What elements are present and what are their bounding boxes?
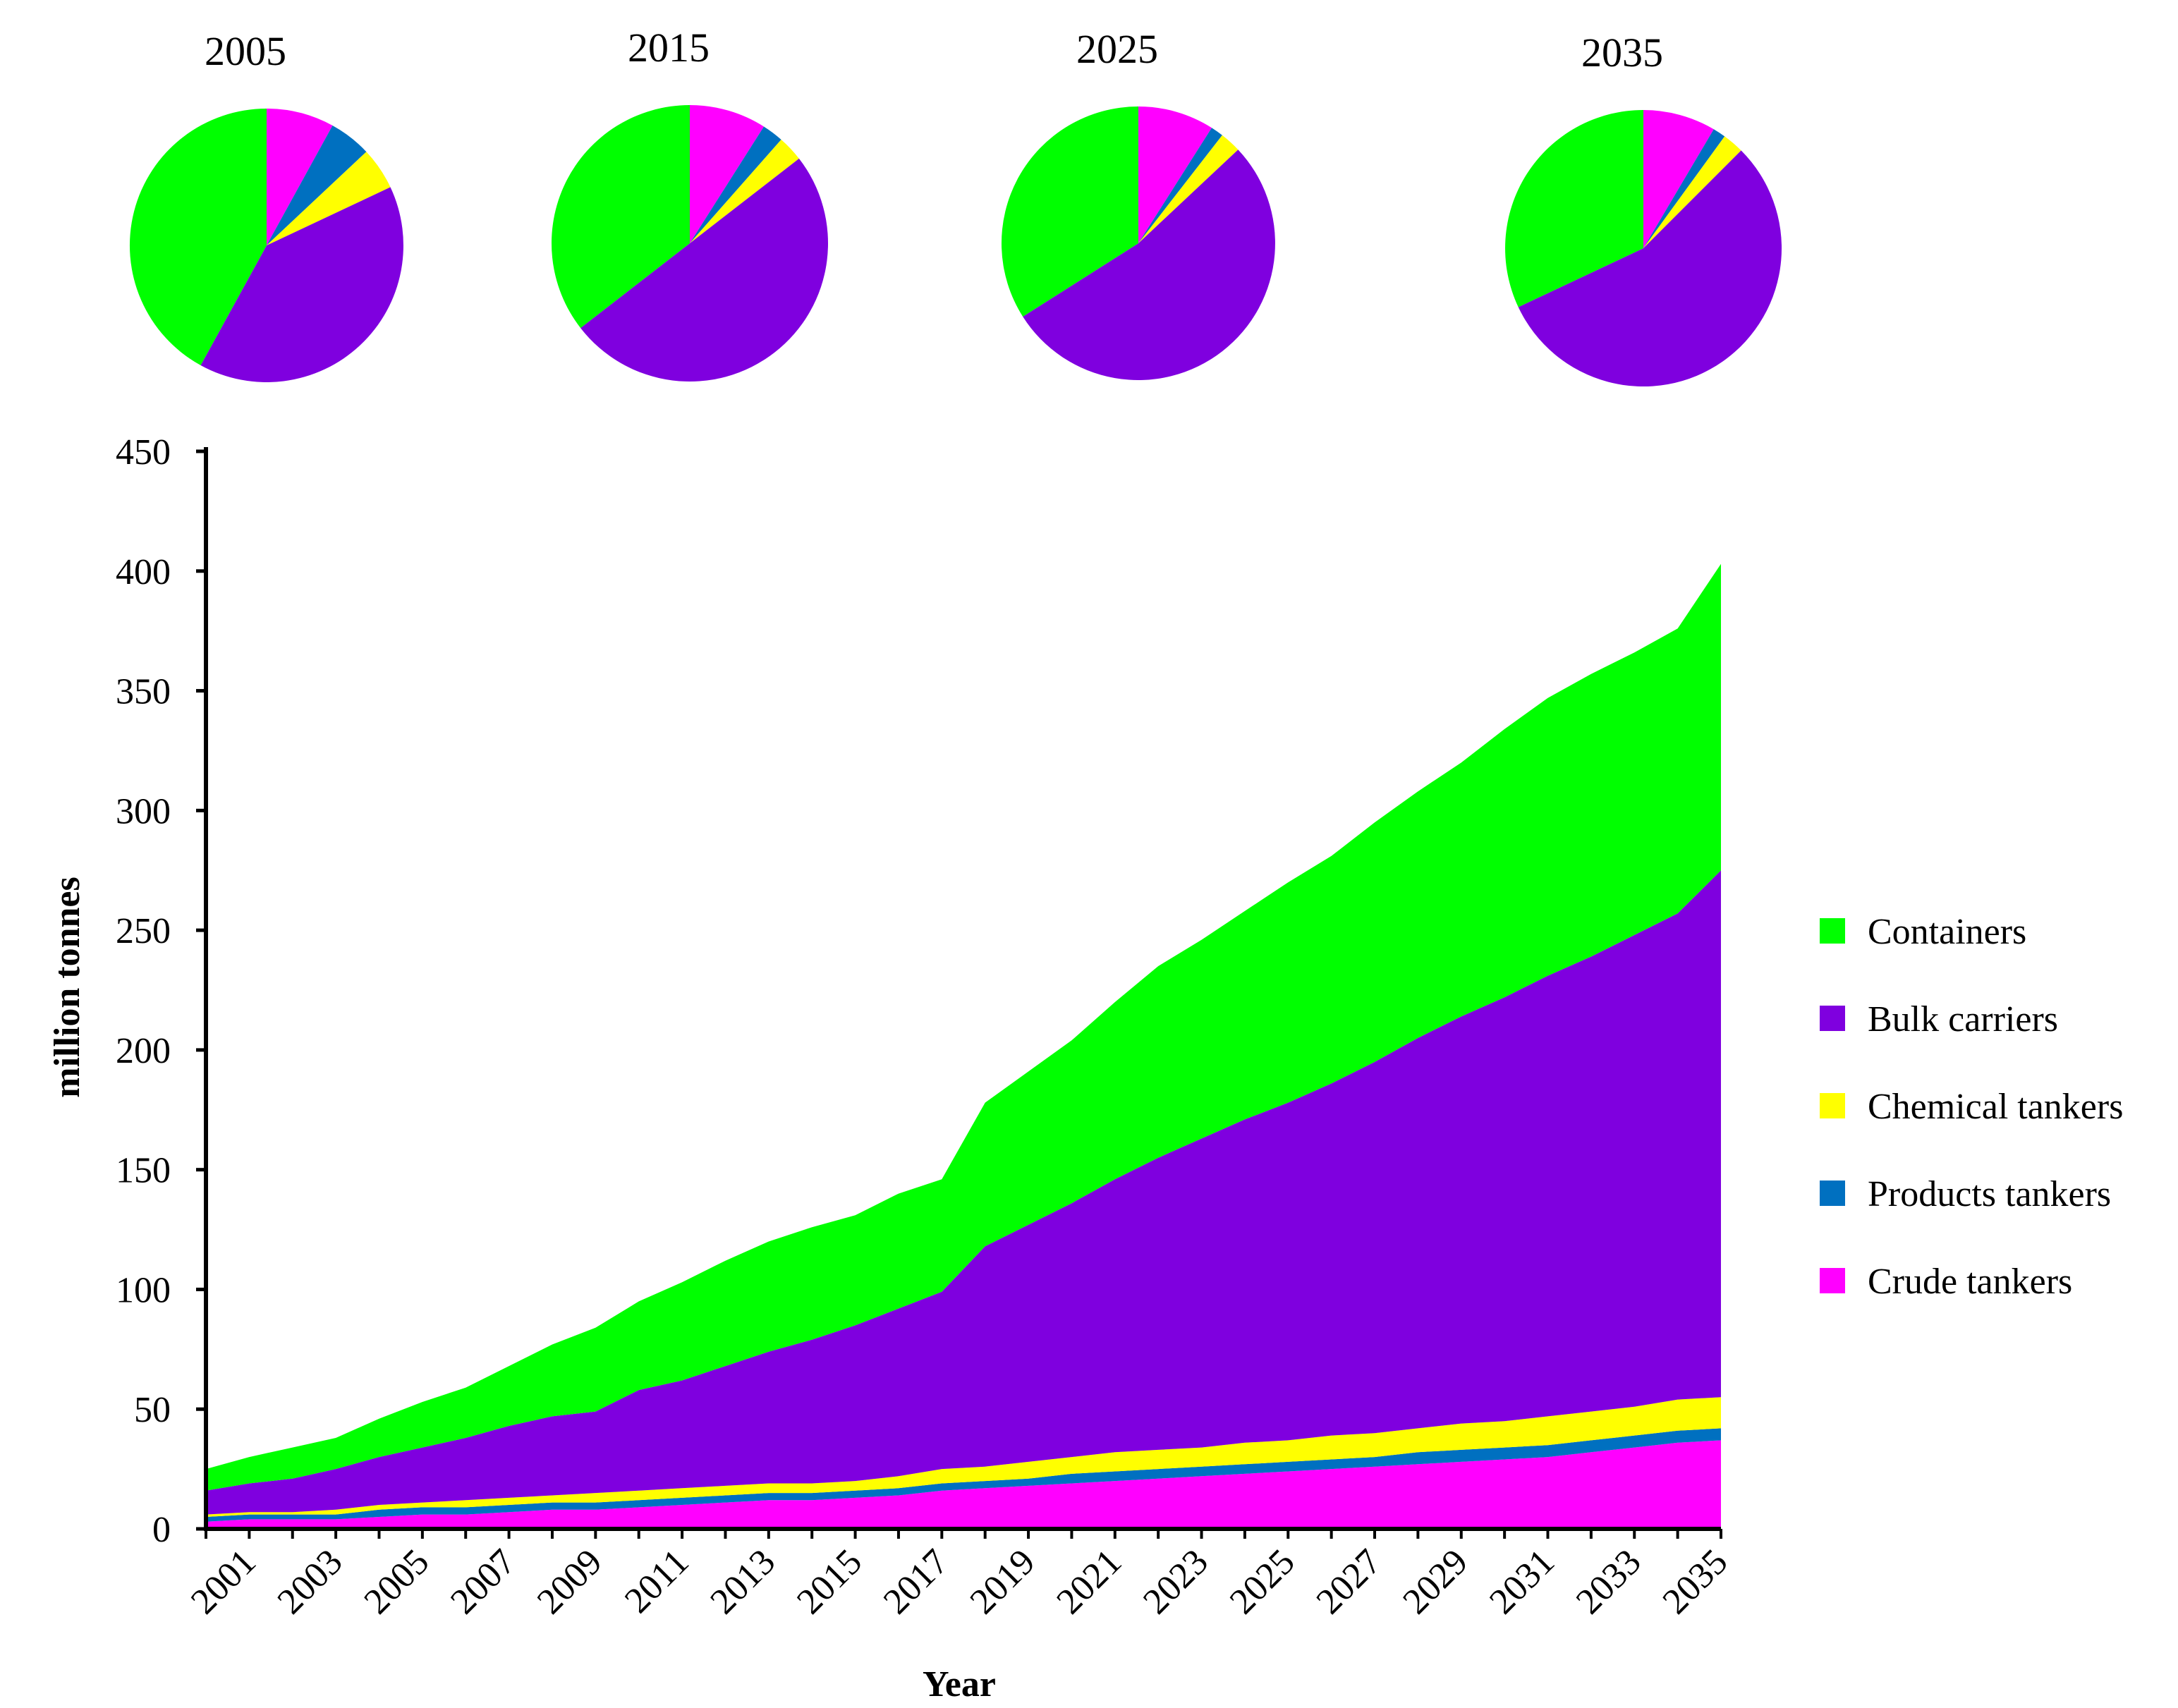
pie-slice-products-tankers xyxy=(267,126,367,245)
pie-slice-products-tankers xyxy=(690,126,781,243)
x-tick-label: 2033 xyxy=(1569,1542,1649,1622)
x-tick-label: 2001 xyxy=(183,1542,264,1622)
legend: Containers Bulk carriers Chemical tankers P… xyxy=(1820,912,2123,1302)
x-tick-label: 2029 xyxy=(1395,1542,1476,1622)
x-tick-label: 2005 xyxy=(357,1542,437,1622)
legend-item-containers: Containers xyxy=(1820,912,2026,952)
pie-slice-products-tankers xyxy=(1643,129,1725,248)
y-tick-label: 100 xyxy=(116,1270,171,1310)
pie-slice-containers xyxy=(1505,110,1643,307)
pie-title: 2005 xyxy=(205,28,286,74)
pie-slice-bulk-carriers xyxy=(1518,150,1782,387)
legend-item-crude-tankers: Crude tankers xyxy=(1820,1262,2072,1302)
pie-charts: 2005 2015 2025 2035 xyxy=(129,25,1782,387)
area-containers xyxy=(206,563,1721,1491)
y-tick-label: 200 xyxy=(116,1031,171,1071)
y-tick-label: 0 xyxy=(152,1510,171,1550)
y-tick-label: 150 xyxy=(116,1151,171,1191)
x-tick-label: 2013 xyxy=(702,1542,783,1622)
legend-label: Products tankers xyxy=(1868,1174,2111,1214)
pie-title: 2025 xyxy=(1076,26,1158,72)
legend-swatch xyxy=(1820,1268,1845,1293)
area-products-tankers xyxy=(206,1428,1721,1522)
pie-slice-chemical-tankers xyxy=(267,152,391,245)
pie-title: 2015 xyxy=(628,25,710,71)
pie-slice-crude-tankers xyxy=(1138,106,1212,243)
pie-2005: 2005 xyxy=(129,28,403,382)
legend-swatch xyxy=(1820,1093,1845,1118)
x-tick-label: 2003 xyxy=(270,1542,351,1622)
x-tick-label: 2021 xyxy=(1049,1542,1129,1622)
pie-slice-chemical-tankers xyxy=(690,140,799,243)
pie-slice-products-tankers xyxy=(1138,128,1222,243)
legend-item-chemical-tankers: Chemical tankers xyxy=(1820,1087,2123,1127)
pie-slice-chemical-tankers xyxy=(1138,135,1239,243)
x-tick-label: 2011 xyxy=(617,1542,696,1621)
pie-slice-containers xyxy=(1001,106,1138,317)
pie-slice-containers xyxy=(129,109,267,365)
legend-item-products-tankers: Products tankers xyxy=(1820,1174,2111,1214)
pie-slice-chemical-tankers xyxy=(1643,136,1741,248)
pie-slice-bulk-carriers xyxy=(200,187,403,382)
x-tick-label: 2019 xyxy=(963,1542,1043,1622)
x-tick-label: 2009 xyxy=(530,1542,610,1622)
x-tick-label: 2017 xyxy=(876,1542,956,1622)
legend-label: Bulk carriers xyxy=(1868,999,2058,1039)
area-crude-tankers xyxy=(206,1440,1721,1529)
x-tick-label: 2035 xyxy=(1655,1542,1736,1622)
x-tick-label: 2015 xyxy=(789,1542,870,1622)
pie-slice-bulk-carriers xyxy=(1023,150,1275,380)
y-tick-label: 50 xyxy=(134,1390,171,1430)
legend-label: Containers xyxy=(1868,912,2026,952)
pie-2035: 2035 xyxy=(1505,30,1782,387)
legend-label: Chemical tankers xyxy=(1868,1087,2123,1127)
y-tick-label: 250 xyxy=(116,911,171,951)
x-axis-title: Year xyxy=(923,1664,996,1704)
legend-item-bulk-carriers: Bulk carriers xyxy=(1820,999,2058,1039)
legend-label: Crude tankers xyxy=(1868,1262,2072,1302)
legend-swatch xyxy=(1820,918,1845,944)
x-tick-label: 2027 xyxy=(1309,1542,1389,1622)
pie-slice-crude-tankers xyxy=(690,105,764,243)
pie-title: 2035 xyxy=(1581,30,1663,75)
y-axis-title: million tonnes xyxy=(47,877,87,1098)
pie-slice-containers xyxy=(551,105,690,329)
pie-slice-crude-tankers xyxy=(1643,110,1714,248)
pie-slice-crude-tankers xyxy=(267,109,333,245)
x-tick-label: 2007 xyxy=(443,1542,523,1622)
x-tick-label: 2023 xyxy=(1136,1542,1216,1622)
legend-swatch xyxy=(1820,1181,1845,1206)
pie-2025: 2025 xyxy=(1001,26,1275,380)
y-tick-label: 300 xyxy=(116,791,171,831)
y-tick-label: 400 xyxy=(116,552,171,592)
stacked-areas xyxy=(206,563,1721,1529)
y-tick-label: 450 xyxy=(116,432,171,472)
x-tick-label: 2031 xyxy=(1482,1542,1562,1622)
pie-slice-bulk-carriers xyxy=(580,158,829,382)
legend-swatch xyxy=(1820,1006,1845,1031)
y-tick-label: 350 xyxy=(116,672,171,712)
pie-2015: 2015 xyxy=(551,25,829,382)
area-bulk-carriers xyxy=(206,870,1721,1515)
x-tick-label: 2025 xyxy=(1222,1542,1303,1622)
